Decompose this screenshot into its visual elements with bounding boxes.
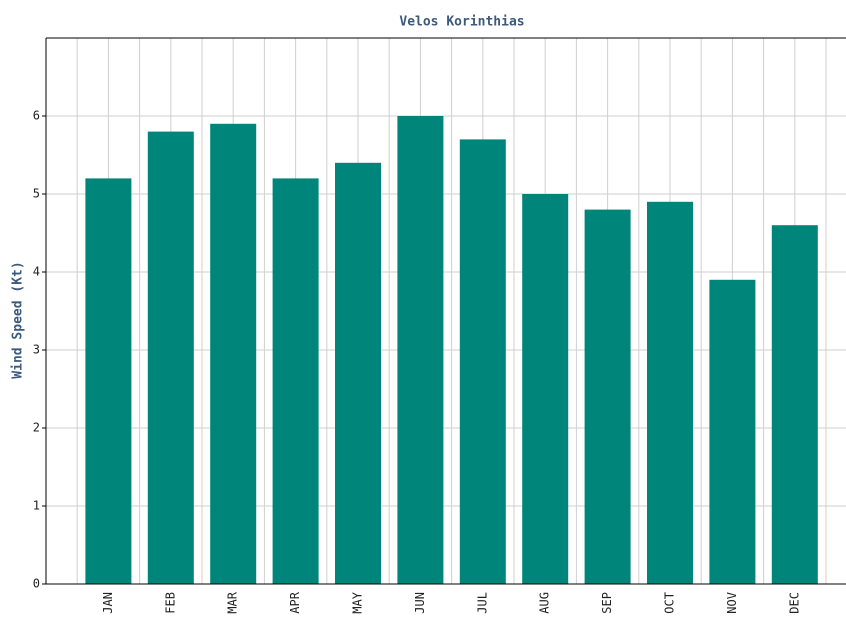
x-tick-label: NOV: [725, 592, 739, 614]
bar: [210, 123, 257, 585]
x-tick-label: JAN: [101, 592, 115, 614]
y-tick-label: 4: [33, 265, 40, 279]
x-tick-label: JUN: [413, 592, 427, 614]
x-tick-label: DEC: [787, 592, 801, 614]
x-tick-label: FEB: [163, 592, 177, 614]
x-tick-label: MAY: [351, 591, 365, 613]
bar: [85, 178, 132, 584]
bar: [647, 201, 693, 585]
y-tick-label: 2: [33, 421, 40, 435]
y-axis-label: Wind Speed (Kt): [11, 261, 26, 378]
bar: [709, 279, 756, 584]
chart-title: Velos Korinthias: [399, 15, 524, 30]
y-tick-label: 6: [33, 109, 40, 123]
x-tick-label: MAR: [226, 591, 240, 613]
bar: [459, 139, 506, 584]
x-tick-label: OCT: [663, 592, 677, 614]
y-tick-label: 1: [33, 499, 40, 513]
bar: [522, 194, 569, 584]
bar: [771, 225, 818, 584]
x-tick-label: APR: [288, 591, 302, 613]
x-tick-label: JUL: [475, 592, 489, 614]
y-tick-label: 3: [33, 343, 40, 357]
x-tick-label: SEP: [600, 592, 614, 614]
bar: [272, 178, 319, 584]
y-tick-label: 5: [33, 187, 40, 201]
y-tick-label: 0: [33, 577, 40, 591]
bar: [584, 209, 631, 584]
x-tick-label: AUG: [538, 592, 552, 614]
bar: [147, 131, 194, 584]
bar: [335, 162, 381, 585]
bar: [397, 116, 444, 584]
